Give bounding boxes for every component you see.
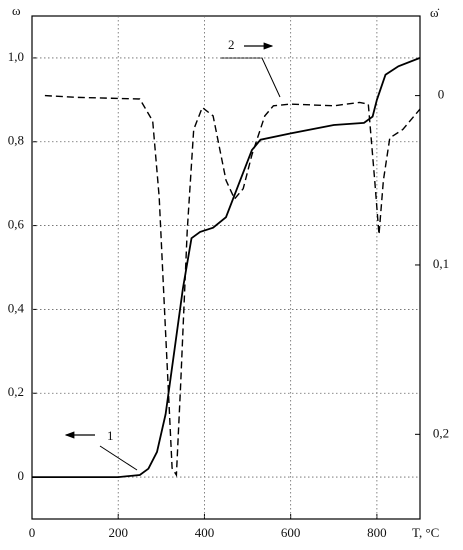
y-tick-label: 0,4 bbox=[8, 300, 25, 315]
y2-axis-label: ω̇ bbox=[430, 5, 440, 20]
y-tick-label: 0,8 bbox=[8, 133, 24, 148]
x-tick-label: 600 bbox=[281, 525, 301, 540]
y-tick-label: 0 bbox=[18, 468, 25, 483]
leader-line bbox=[220, 57, 281, 98]
y2-tick-label: 0 bbox=[438, 87, 445, 102]
x-axis-label: T, °C bbox=[412, 525, 439, 540]
x-tick-label: 400 bbox=[195, 525, 215, 540]
curve-label: 1 bbox=[107, 428, 114, 443]
y-tick-label: 0,6 bbox=[8, 217, 25, 232]
y-tick-label: 1,0 bbox=[8, 49, 24, 64]
y2-tick-label: 0,1 bbox=[433, 256, 449, 271]
x-tick-label: 800 bbox=[367, 525, 387, 540]
data-line bbox=[32, 57, 421, 478]
y-axis-label: ω bbox=[12, 3, 21, 18]
plot-frame bbox=[31, 15, 421, 520]
leader-line bbox=[99, 445, 138, 471]
x-tick-label: 200 bbox=[108, 525, 128, 540]
curve-label: 2 bbox=[228, 37, 235, 52]
x-tick-label: 0 bbox=[29, 525, 36, 540]
data-line bbox=[44, 94, 421, 478]
y-tick-label: 0,2 bbox=[8, 384, 24, 399]
y2-tick-label: 0,2 bbox=[433, 425, 449, 440]
